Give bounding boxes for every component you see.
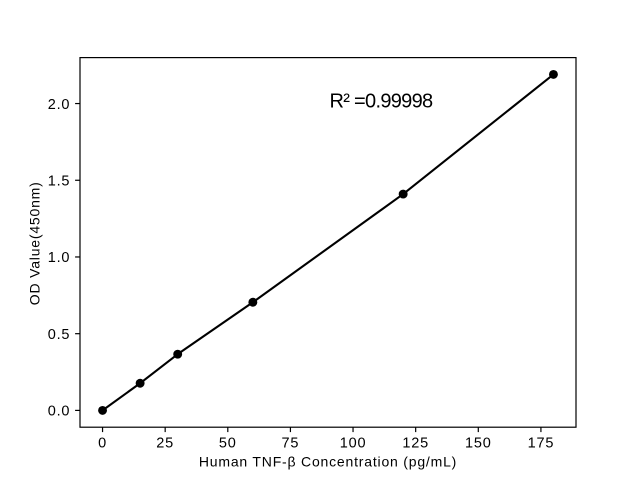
svg-text:150: 150 (465, 436, 492, 452)
svg-text:Human TNF-β Concentration (pg/: Human TNF-β Concentration (pg/mL) (199, 454, 457, 470)
svg-text:50: 50 (219, 436, 237, 452)
svg-text:75: 75 (282, 436, 300, 452)
svg-text:175: 175 (528, 436, 555, 452)
svg-text:1.5: 1.5 (48, 174, 71, 190)
svg-text:1.0: 1.0 (48, 250, 71, 266)
svg-text:125: 125 (402, 436, 429, 452)
svg-text:0.0: 0.0 (48, 404, 71, 420)
svg-text:R² =0.99998: R² =0.99998 (330, 91, 434, 113)
svg-text:0.5: 0.5 (48, 327, 71, 343)
svg-text:OD Value(450nm): OD Value(450nm) (27, 181, 43, 305)
svg-text:0: 0 (98, 436, 107, 452)
svg-text:100: 100 (340, 436, 367, 452)
svg-text:2.0: 2.0 (48, 97, 71, 113)
svg-text:25: 25 (156, 436, 174, 452)
